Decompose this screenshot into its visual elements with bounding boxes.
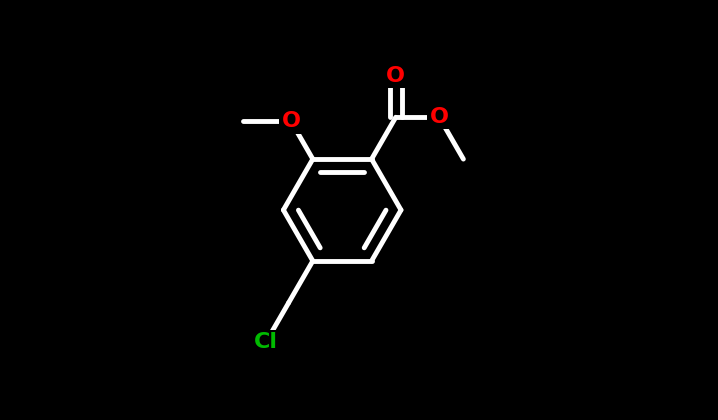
Text: O: O bbox=[281, 111, 301, 131]
Text: O: O bbox=[429, 107, 449, 127]
Text: Cl: Cl bbox=[253, 333, 278, 352]
Text: O: O bbox=[386, 66, 405, 86]
